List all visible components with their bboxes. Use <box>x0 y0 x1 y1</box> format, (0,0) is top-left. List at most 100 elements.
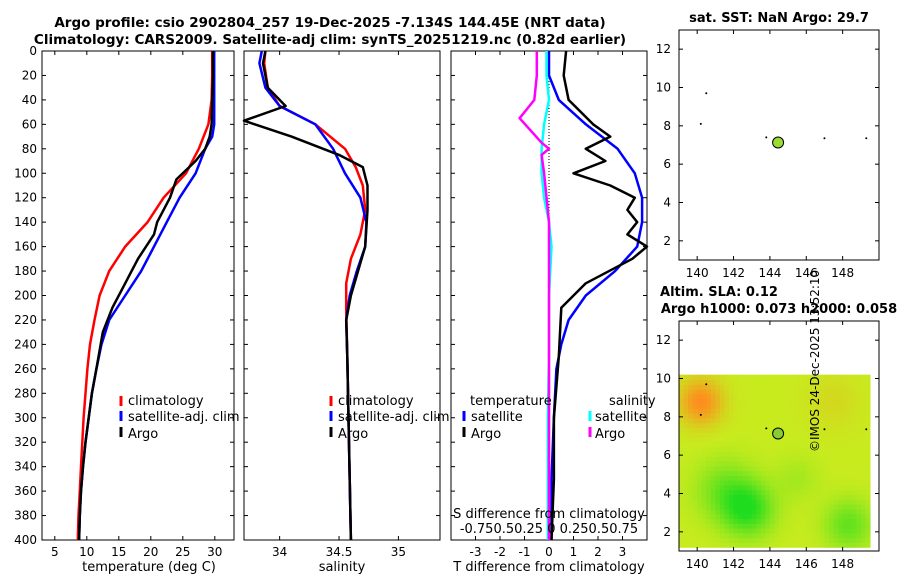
sla-cell <box>833 441 839 448</box>
sla-cell <box>797 393 803 400</box>
sla-cell <box>697 408 703 414</box>
sla-cell <box>715 384 721 390</box>
depth-tick-label: 0 <box>29 44 37 58</box>
sla-cell <box>715 508 721 515</box>
sla-cell <box>797 441 803 448</box>
sla-cell <box>688 413 694 419</box>
sla-cell <box>856 379 862 385</box>
sla-cell <box>860 528 866 534</box>
sla-cell <box>824 508 830 515</box>
sla-cell <box>824 389 830 395</box>
sla-cell <box>810 427 816 433</box>
sla-cell <box>833 518 839 524</box>
sla-cell <box>706 441 712 448</box>
lon-tick-label: 140 <box>686 266 709 280</box>
sla-cell <box>779 451 785 457</box>
sla-cell <box>729 528 735 534</box>
sla-cell <box>783 441 789 448</box>
sla-cell <box>819 451 826 457</box>
lat-tick-label: 10 <box>656 372 671 386</box>
sla-cell <box>838 508 844 515</box>
sla-cell <box>829 484 835 491</box>
sla-cell <box>710 436 716 443</box>
sla-cell <box>788 379 794 385</box>
sla-cell <box>847 417 853 424</box>
sla-cell <box>688 470 694 476</box>
sla-cell <box>856 542 862 548</box>
sla-cell <box>751 508 757 515</box>
sla-cell <box>847 422 853 428</box>
sla-cell <box>851 456 857 462</box>
sla-cell <box>765 460 771 467</box>
sla-cell <box>751 484 757 491</box>
sla-cell <box>742 475 748 481</box>
sla-cell <box>788 475 794 481</box>
sla-cell <box>806 374 812 381</box>
sla-cell <box>697 489 703 496</box>
sla-cell <box>733 432 739 438</box>
sla-cell <box>819 436 826 443</box>
neighbour-marker <box>705 92 708 95</box>
sla-cell <box>801 432 807 438</box>
sla-cell <box>724 446 730 452</box>
sla-cell <box>756 446 762 452</box>
sla-cell <box>815 379 821 385</box>
sla-cell <box>788 489 794 496</box>
sla-cell <box>701 432 707 438</box>
sla-cell <box>701 384 707 390</box>
sla-cell <box>729 441 735 448</box>
sla-cell <box>769 417 776 424</box>
difference-panel: -3 -2 -1 0 1 2 3 temperature salinity satellit… <box>450 50 656 575</box>
sla-cell <box>779 374 785 381</box>
sla-cell <box>833 532 839 539</box>
sla-cell <box>715 465 721 472</box>
sla-cell <box>724 484 730 491</box>
sla-cell <box>738 465 744 472</box>
sla-cell <box>829 475 835 481</box>
sla-cell <box>792 499 798 505</box>
sla-cell <box>760 427 766 433</box>
sla-cell <box>779 528 785 534</box>
sla-cell <box>715 413 721 419</box>
sla-cell <box>856 513 862 520</box>
sla-cell <box>797 494 803 500</box>
sla-cell <box>760 537 766 543</box>
sla-cell <box>833 413 839 419</box>
sla-cell <box>838 393 844 400</box>
sla-cell <box>760 528 766 534</box>
sla-cell <box>792 422 798 428</box>
sla-cell <box>810 508 816 515</box>
sla-cell <box>797 542 803 548</box>
sla-cell <box>760 441 766 448</box>
sla-cell <box>792 436 798 443</box>
sla-cell <box>706 408 712 414</box>
sla-cell <box>751 432 757 438</box>
sla-cell <box>856 518 862 524</box>
sla-cell <box>697 374 703 381</box>
sla-cell <box>706 489 712 496</box>
depth-tick-label: 280 <box>14 386 37 400</box>
salinity-xlabel: salinity <box>319 560 366 575</box>
sla-cell <box>801 537 807 543</box>
sla-cell <box>742 499 748 505</box>
sla-cell <box>783 417 789 424</box>
sla-cell <box>760 465 766 472</box>
sla-cell <box>733 489 739 496</box>
sla-cell <box>842 422 848 428</box>
sla-cell <box>838 413 844 419</box>
sla-cell <box>697 508 703 515</box>
sla-cell <box>788 532 794 539</box>
sla-cell <box>747 537 753 543</box>
sla-cell <box>806 480 812 486</box>
sla-cell <box>829 499 835 505</box>
sla-cell <box>719 427 726 433</box>
sla-cell <box>856 523 862 529</box>
sla-cell <box>729 504 735 510</box>
sla-axes-box <box>678 320 880 552</box>
sla-cell <box>810 456 816 462</box>
sla-cell <box>719 542 726 548</box>
sla-cell <box>779 465 785 472</box>
sla-cell <box>774 537 780 543</box>
sla-cell <box>801 523 807 529</box>
sla-cell <box>783 494 789 500</box>
